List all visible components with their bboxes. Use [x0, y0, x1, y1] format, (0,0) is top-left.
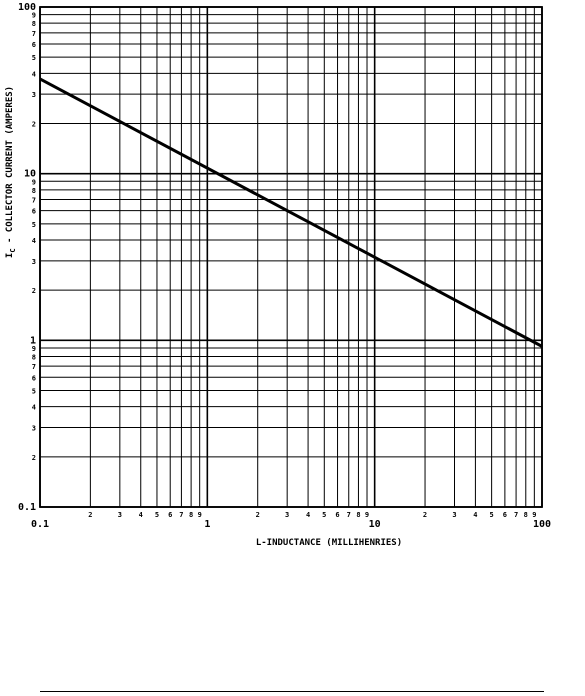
- y-minor-tick-label: 5: [32, 388, 36, 396]
- y-tick-label: 100: [18, 2, 36, 13]
- y-axis-title-prefix: I: [5, 253, 15, 258]
- x-minor-tick-label: 9: [365, 511, 369, 519]
- y-tick-label: 0.1: [18, 502, 36, 513]
- x-tick-label: 0.1: [31, 519, 49, 530]
- y-minor-tick-label: 4: [32, 70, 36, 78]
- grid: [39, 6, 543, 508]
- x-minor-tick-label: 6: [168, 511, 172, 519]
- x-minor-tick-label: 3: [118, 511, 122, 519]
- series-layer: [39, 77, 543, 348]
- y-tick-label: 1: [30, 335, 36, 346]
- x-tick-label: 10: [369, 519, 381, 530]
- y-minor-tick-label: 7: [32, 196, 36, 204]
- y-minor-tick-label: 2: [32, 120, 36, 128]
- y-minor-tick-label: 7: [32, 363, 36, 371]
- y-minor-tick-label: 6: [32, 208, 36, 216]
- x-minor-tick-label: 9: [198, 511, 202, 519]
- plot-frame: [39, 6, 543, 508]
- y-axis-title-rest: - COLLECTOR CURRENT (AMPERES): [5, 86, 15, 249]
- footer-rule: [40, 691, 544, 692]
- x-minor-tick-label: 3: [285, 511, 289, 519]
- y-tick-label: 10: [24, 169, 36, 180]
- x-minor-tick-label: 9: [532, 511, 536, 519]
- y-minor-tick-label: 4: [32, 237, 36, 245]
- y-minor-tick-label: 9: [32, 345, 36, 353]
- y-minor-tick-label: 6: [32, 374, 36, 382]
- y-axis-title: IC - COLLECTOR CURRENT (AMPERES): [5, 86, 17, 258]
- x-minor-tick-label: 5: [490, 511, 494, 519]
- series-line: [39, 77, 543, 348]
- x-minor-tick-label: 8: [524, 511, 528, 519]
- y-minor-tick-label: 8: [32, 353, 36, 361]
- x-minor-tick-label: 4: [139, 511, 143, 519]
- y-minor-tick-label: 3: [32, 424, 36, 432]
- y-minor-tick-label: 4: [32, 404, 36, 412]
- x-axis-title: L-INDUCTANCE (MILLIHENRIES): [256, 538, 402, 548]
- y-minor-tick-label: 2: [32, 287, 36, 295]
- x-minor-tick-label: 8: [189, 511, 193, 519]
- y-minor-tick-label: 8: [32, 20, 36, 28]
- x-minor-tick-label: 6: [503, 511, 507, 519]
- y-minor-tick-label: 9: [32, 178, 36, 186]
- y-minor-tick-label: 9: [32, 12, 36, 20]
- x-tick-label: 1: [204, 519, 210, 530]
- x-minor-tick-label: 2: [423, 511, 427, 519]
- y-minor-tick-label: 7: [32, 30, 36, 38]
- x-minor-tick-label: 5: [155, 511, 159, 519]
- y-axis-title-subscript: C: [9, 248, 17, 252]
- x-minor-tick-label: 2: [256, 511, 260, 519]
- x-minor-tick-label: 7: [179, 511, 183, 519]
- y-minor-tick-label: 2: [32, 454, 36, 462]
- y-minor-tick-label: 8: [32, 187, 36, 195]
- x-minor-tick-label: 3: [452, 511, 456, 519]
- x-minor-tick-label: 7: [514, 511, 518, 519]
- x-minor-tick-label: 4: [473, 511, 477, 519]
- y-minor-tick-label: 5: [32, 221, 36, 229]
- y-minor-tick-label: 6: [32, 41, 36, 49]
- y-minor-tick-label: 5: [32, 54, 36, 62]
- x-tick-label: 100: [533, 519, 551, 530]
- x-minor-tick-label: 4: [306, 511, 310, 519]
- x-minor-tick-label: 5: [322, 511, 326, 519]
- x-minor-tick-label: 6: [335, 511, 339, 519]
- x-minor-tick-label: 7: [347, 511, 351, 519]
- x-minor-tick-label: 8: [356, 511, 360, 519]
- y-minor-tick-label: 3: [32, 258, 36, 266]
- y-minor-tick-label: 3: [32, 91, 36, 99]
- x-minor-tick-label: 2: [88, 511, 92, 519]
